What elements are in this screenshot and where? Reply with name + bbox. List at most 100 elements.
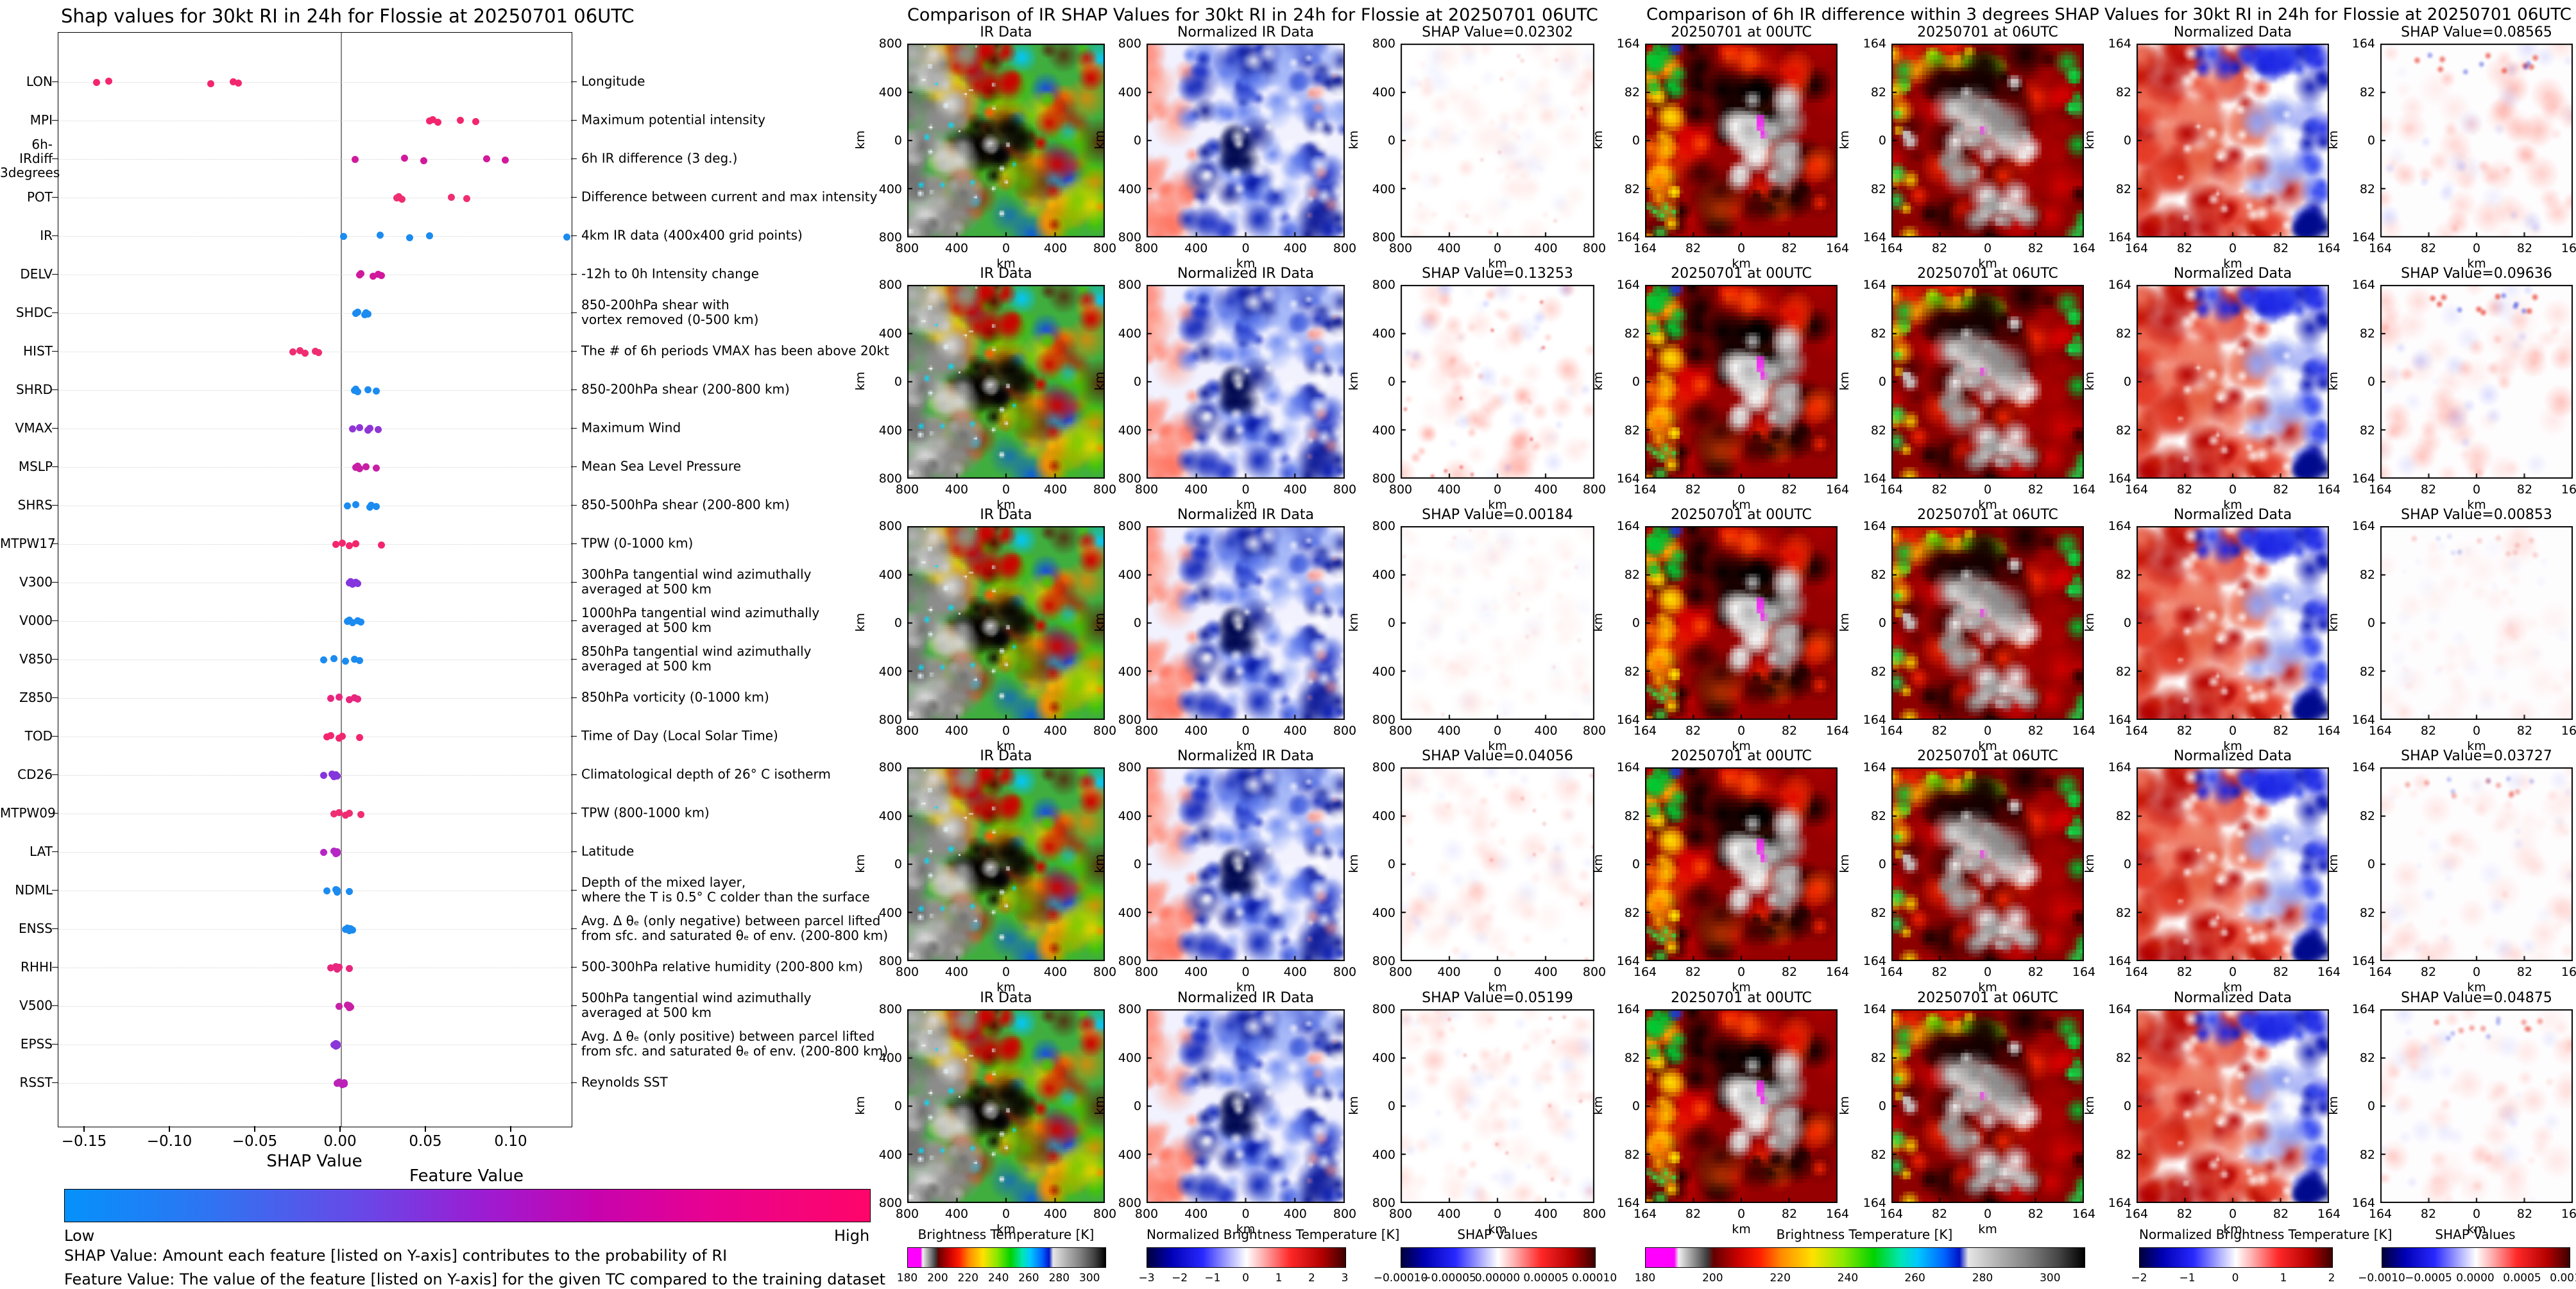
x-axis-unit: km bbox=[1236, 257, 1256, 271]
x-tick-label: 400 bbox=[1043, 965, 1068, 979]
x-tick-label: −0.10 bbox=[146, 1133, 192, 1150]
x-tick-label: 0 bbox=[1493, 965, 1502, 979]
y-tick-right bbox=[571, 890, 577, 891]
y-tick-label: 0 bbox=[1133, 616, 1141, 630]
x-tick-label: 0 bbox=[1493, 1207, 1502, 1221]
map-title: Normalized Data bbox=[2173, 24, 2292, 40]
x-tick-label: 0 bbox=[2228, 965, 2237, 979]
colorbar-tick-label: 220 bbox=[957, 1272, 979, 1285]
y-tick-label: 800 bbox=[878, 954, 902, 968]
y-tick-label: 800 bbox=[878, 760, 902, 774]
y-tick-label: 82 bbox=[1624, 808, 1640, 823]
x-tick-label: 82 bbox=[2273, 965, 2289, 979]
x-tick-label: 0 bbox=[1983, 965, 1992, 979]
x-tick-label: 400 bbox=[1437, 965, 1461, 979]
x-tick-label: 0 bbox=[2472, 482, 2481, 497]
y-tick-label: 164 bbox=[1863, 1002, 1886, 1016]
x-tick-label: 800 bbox=[1134, 724, 1159, 738]
feature-gridline bbox=[58, 313, 572, 314]
y-tick-label: 800 bbox=[1372, 230, 1395, 244]
x-tick-label: 82 bbox=[1931, 241, 1948, 255]
x-axis-unit: km bbox=[1236, 739, 1256, 753]
beeswarm-dot bbox=[501, 156, 509, 164]
x-tick-label: 164 bbox=[1825, 1207, 1850, 1221]
colorbar-tick-label: 0.0005 bbox=[2503, 1272, 2541, 1285]
x-tick-label: 400 bbox=[1283, 241, 1307, 255]
x-axis-unit: km bbox=[996, 257, 1016, 271]
y-axis-unit: km bbox=[2326, 1096, 2341, 1115]
map-title: Normalized IR Data bbox=[1177, 507, 1315, 523]
y-tick-label: 800 bbox=[1118, 713, 1141, 727]
colorbar-mid-nbt bbox=[1147, 1247, 1346, 1268]
map-title: SHAP Value=0.00853 bbox=[2401, 507, 2552, 523]
beeswarm-dot bbox=[483, 155, 491, 162]
y-tick-label: 164 bbox=[2108, 760, 2131, 774]
x-axis-unit: km bbox=[1488, 980, 1507, 994]
y-axis-unit: km bbox=[2083, 1096, 2097, 1115]
y-tick-label: 400 bbox=[1118, 1050, 1141, 1065]
y-tick-label: 0 bbox=[1878, 857, 1886, 871]
y-tick-right bbox=[571, 582, 577, 583]
beeswarm-dot bbox=[335, 693, 343, 701]
y-tick-label: 800 bbox=[878, 37, 902, 51]
x-tick-label: 0 bbox=[2472, 1207, 2481, 1221]
y-tick-label: 800 bbox=[1118, 472, 1141, 486]
x-tick-label: 0.05 bbox=[409, 1133, 442, 1150]
x-tick-label: 164 bbox=[1825, 482, 1850, 497]
map-title: IR Data bbox=[980, 24, 1032, 40]
y-tick-label: 82 bbox=[2115, 182, 2131, 196]
map-title: SHAP Value=0.00184 bbox=[1422, 507, 1573, 523]
y-tick-left bbox=[52, 120, 58, 121]
x-tick-label: 82 bbox=[2420, 965, 2437, 979]
x-tick-label: 800 bbox=[1333, 1207, 1357, 1221]
feature-label-IR: IR bbox=[40, 228, 53, 243]
map-title: Normalized Data bbox=[2173, 266, 2292, 282]
x-axis-unit: km bbox=[2467, 498, 2486, 512]
x-tick-label: 800 bbox=[1333, 241, 1357, 255]
heatmap-canvas bbox=[1645, 285, 1838, 479]
y-tick-label: 0 bbox=[1387, 616, 1395, 630]
heatmap-canvas bbox=[1147, 44, 1345, 237]
feature-gridline bbox=[58, 236, 572, 237]
beeswarm-dot bbox=[355, 465, 363, 472]
beeswarm-dot bbox=[289, 348, 297, 355]
y-tick-label: 800 bbox=[878, 230, 902, 244]
colorbar-right-bt bbox=[1645, 1247, 2085, 1268]
feature-gridline bbox=[58, 159, 572, 160]
beeswarm-dot bbox=[355, 423, 363, 431]
y-axis-unit: km bbox=[2326, 613, 2341, 632]
colorbar-tick-label: 180 bbox=[896, 1272, 918, 1285]
feature-desc: 850hPa vorticity (0-1000 km) bbox=[581, 689, 769, 705]
feature-label-MTPW17: MTPW17 bbox=[0, 536, 56, 551]
y-axis-unit: km bbox=[2083, 130, 2097, 149]
colorbar-tick-label: −0.0010 bbox=[2358, 1272, 2405, 1285]
y-tick-label: 82 bbox=[1870, 326, 1886, 341]
x-tick-label: 0 bbox=[1002, 724, 1011, 738]
beeswarm-dot bbox=[334, 886, 341, 894]
y-axis-unit: km bbox=[1838, 371, 1852, 391]
colorbar-tick-label: −1 bbox=[1204, 1272, 1221, 1285]
feature-desc: Longitude bbox=[581, 73, 645, 89]
x-tick-mark bbox=[254, 1126, 255, 1132]
feature-label-MSLP: MSLP bbox=[18, 459, 53, 474]
beeswarm-dot bbox=[456, 116, 464, 124]
heatmap-canvas bbox=[1401, 1009, 1594, 1203]
y-tick-label: 0 bbox=[1387, 375, 1395, 389]
x-tick-label: 0 bbox=[2228, 241, 2237, 255]
x-tick-label: 0 bbox=[2228, 724, 2237, 738]
y-axis-unit: km bbox=[1347, 613, 1361, 632]
x-tick-label: 82 bbox=[1781, 724, 1798, 738]
map-title: IR Data bbox=[980, 990, 1032, 1006]
feature-label-SHRS: SHRS bbox=[17, 497, 53, 513]
y-tick-label: 164 bbox=[2351, 472, 2375, 486]
y-tick-label: 400 bbox=[1118, 423, 1141, 438]
y-tick-left bbox=[52, 582, 58, 583]
y-tick-label: 800 bbox=[878, 1196, 902, 1210]
y-tick-label: 800 bbox=[1118, 954, 1141, 968]
y-tick-left bbox=[52, 312, 58, 313]
y-tick-label: 164 bbox=[1863, 954, 1886, 968]
x-tick-label: 82 bbox=[1685, 1207, 1702, 1221]
y-tick-label: 0 bbox=[2367, 857, 2375, 871]
colorbar-right-nbt bbox=[2139, 1247, 2333, 1268]
